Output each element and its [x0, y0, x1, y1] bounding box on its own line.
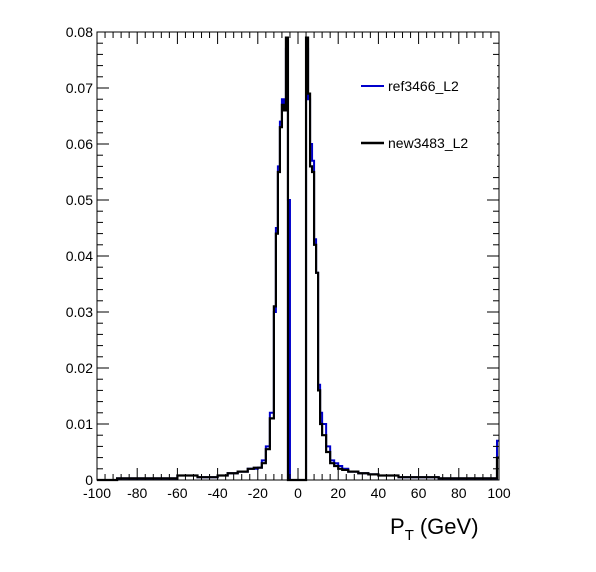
- x-tick-label: 40: [371, 485, 387, 501]
- legend-label-new3483: new3483_L2: [388, 135, 468, 151]
- x-axis-title-sub: T: [405, 527, 414, 544]
- y-tick-label: 0.03: [66, 304, 93, 320]
- x-axis-title-unit: (GeV): [420, 514, 479, 539]
- x-tick-label: 20: [330, 485, 346, 501]
- y-tick-label: 0.05: [66, 192, 93, 208]
- x-tick-label: -80: [127, 485, 147, 501]
- legend: ref3466_L2 new3483_L2: [357, 62, 497, 170]
- y-tick-label: 0.07: [66, 80, 93, 96]
- legend-label-ref3466: ref3466_L2: [388, 78, 459, 94]
- ticks-layer: -100 -80 -60 -40 -20 0 20 40 60 80 100 0 0.01 0.02 0.0…: [66, 24, 511, 501]
- y-tick-label: 0.08: [66, 24, 93, 40]
- x-tick-label: 100: [487, 485, 511, 501]
- y-tick-label: 0.06: [66, 136, 93, 152]
- y-tick-label: 0.02: [66, 360, 93, 376]
- x-axis-title-main: P: [390, 514, 405, 539]
- y-tick-label: 0: [85, 472, 93, 488]
- legend-box: [357, 62, 497, 170]
- x-tick-label: 0: [294, 485, 302, 501]
- y-tick-label: 0.01: [66, 416, 93, 432]
- x-tick-label: -20: [248, 485, 268, 501]
- x-tick-label: 80: [451, 485, 467, 501]
- x-axis-title: PT (GeV): [390, 514, 479, 544]
- x-tick-label: 60: [411, 485, 427, 501]
- x-tick-label: -60: [167, 485, 187, 501]
- x-tick-label: -100: [83, 485, 111, 501]
- y-tick-label: 0.04: [66, 248, 93, 264]
- x-tick-label: -40: [207, 485, 227, 501]
